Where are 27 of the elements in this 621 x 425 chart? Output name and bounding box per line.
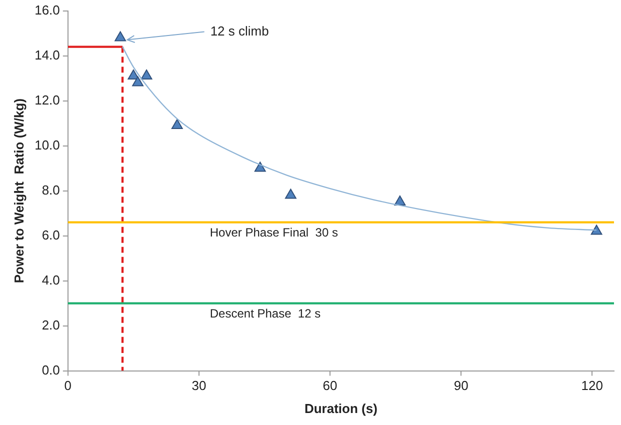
x-axis-title: Duration (s)	[304, 400, 378, 416]
ref-line-label: Hover Phase Final 30 s	[210, 226, 338, 240]
x-tick-label: 60	[322, 378, 338, 394]
y-tick-label: 6.0	[42, 227, 60, 242]
point	[590, 224, 602, 235]
x-tick-label: 30	[192, 378, 206, 394]
y-tick-label: 4.0	[42, 272, 60, 288]
point	[114, 31, 126, 42]
x-tick-label: 90	[454, 378, 468, 394]
annotation: 12 s climb	[210, 23, 269, 38]
y-tick-label: 10.0	[34, 137, 60, 152]
point	[140, 70, 152, 80]
point	[394, 196, 406, 206]
y-tick-label: 0.0	[42, 362, 60, 378]
point	[254, 162, 266, 172]
ref-line-label: Descent Phase 12 s	[210, 306, 321, 321]
y-tick-label: 8.0	[42, 182, 60, 198]
point	[132, 76, 144, 86]
y-tick-label: 14.0	[34, 47, 60, 62]
y-axis-title: Power to Weight Ratio (W/kg)	[11, 98, 26, 284]
y-tick-label: 12.0	[34, 92, 60, 108]
y-tick-label: 2.0	[42, 317, 60, 332]
x-tick-label: 120	[581, 378, 604, 394]
point	[285, 188, 296, 199]
point	[171, 119, 183, 130]
y-tick-label: 16.0	[34, 2, 60, 18]
x-tick-label: 0	[64, 378, 72, 394]
